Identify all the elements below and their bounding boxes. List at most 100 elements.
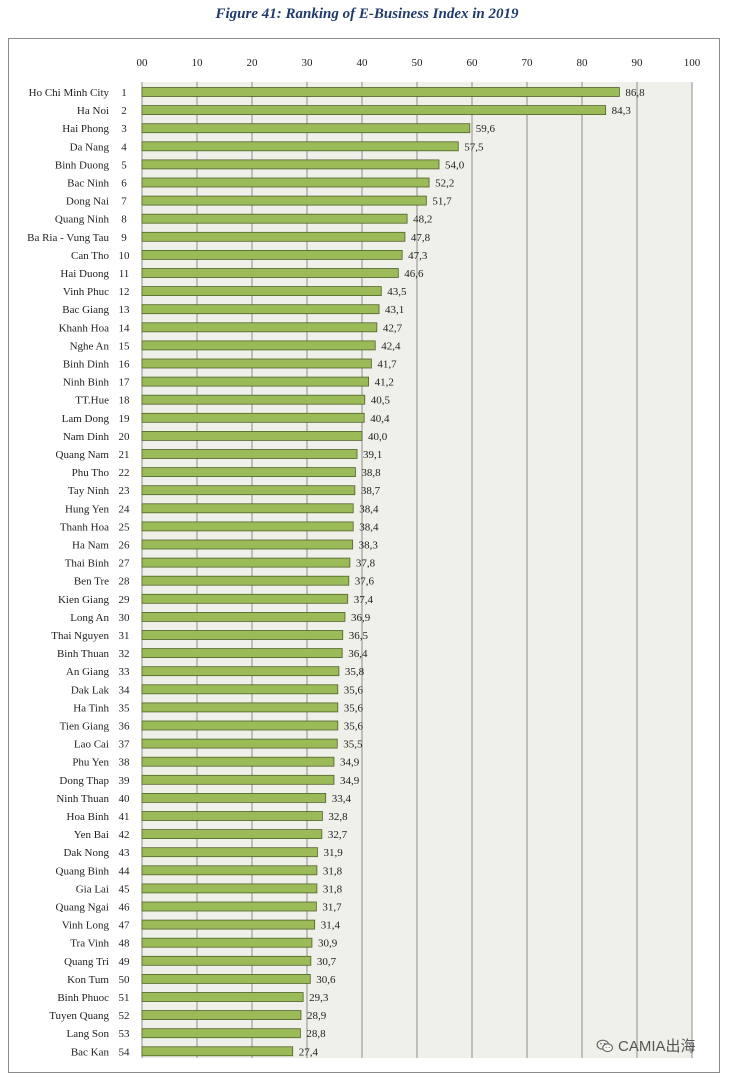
- bar: [141, 430, 363, 441]
- rank-label: 42: [119, 829, 130, 841]
- province-label: Lam Dong: [62, 413, 110, 425]
- data-label: 43,5: [387, 286, 407, 298]
- province-label: Kien Giang: [58, 594, 110, 606]
- province-label: Hung Yen: [65, 503, 110, 515]
- rank-label: 13: [119, 304, 131, 316]
- province-label: Ba Ria - Vung Tau: [27, 232, 109, 244]
- data-label: 36,5: [349, 630, 369, 642]
- rank-label: 5: [121, 159, 127, 171]
- province-label: Tien Giang: [60, 721, 110, 733]
- rank-label: 7: [121, 196, 127, 208]
- bar: [141, 87, 620, 97]
- data-label: 36,4: [348, 648, 368, 660]
- rank-label: 2: [121, 105, 127, 117]
- data-label: 31,9: [323, 847, 343, 859]
- data-label: 33,4: [332, 793, 352, 805]
- rank-label: 12: [119, 286, 130, 298]
- data-label: 30,6: [316, 974, 336, 986]
- rank-label: 43: [119, 847, 131, 859]
- bar: [141, 322, 378, 333]
- bar: [141, 521, 354, 532]
- data-label: 42,7: [383, 322, 403, 334]
- data-label: 32,7: [328, 829, 348, 841]
- bar: [141, 412, 365, 423]
- rank-label: 50: [119, 974, 131, 986]
- x-tick-label: 20: [247, 57, 259, 69]
- rank-label: 30: [119, 612, 131, 624]
- bar: [141, 485, 356, 496]
- province-label: Thai Binh: [65, 558, 110, 570]
- bar: [141, 865, 318, 876]
- bar: [141, 793, 327, 803]
- province-label: Quang Ninh: [55, 214, 110, 226]
- bar: [141, 684, 339, 695]
- province-label: Yen Bai: [74, 829, 109, 841]
- data-label: 48,2: [413, 214, 432, 226]
- rank-label: 17: [119, 377, 131, 389]
- data-label: 39,1: [363, 449, 382, 461]
- data-label: 40,4: [370, 413, 390, 425]
- wechat-icon: [596, 1039, 614, 1052]
- data-label: 31,7: [322, 902, 342, 914]
- bar: [141, 304, 380, 315]
- x-tick-label: 10: [192, 57, 204, 69]
- rank-label: 32: [119, 648, 130, 660]
- bar: [141, 937, 313, 948]
- province-label: Ha Nam: [72, 540, 109, 552]
- data-label: 84,3: [612, 105, 632, 117]
- bar: [141, 467, 356, 478]
- x-tick-label: 90: [632, 57, 644, 69]
- province-label: Tay Ninh: [68, 485, 110, 497]
- data-label: 52,2: [435, 178, 454, 190]
- rank-label: 8: [121, 214, 127, 226]
- data-label: 51,7: [432, 196, 452, 208]
- x-tick-label: 100: [684, 57, 701, 69]
- province-label: Binh Dinh: [63, 359, 110, 371]
- data-label: 31,8: [323, 865, 343, 877]
- watermark-text: CAMIA出海: [618, 1038, 696, 1055]
- province-label: Dong Nai: [66, 196, 109, 208]
- bar: [141, 575, 350, 586]
- province-label: Vinh Phuc: [63, 286, 109, 298]
- province-label: An Giang: [66, 666, 110, 678]
- data-label: 86,8: [625, 87, 645, 99]
- bar: [141, 195, 427, 206]
- data-label: 40,0: [368, 431, 388, 443]
- rank-label: 54: [119, 1046, 131, 1058]
- rank-label: 44: [119, 865, 131, 877]
- bar: [141, 829, 323, 839]
- bar: [141, 811, 323, 821]
- bar: [141, 1028, 301, 1039]
- bar: [141, 539, 354, 550]
- rank-label: 38: [119, 757, 131, 769]
- bar: [141, 756, 335, 767]
- bar: [141, 557, 351, 568]
- province-label: Khanh Hoa: [59, 322, 110, 334]
- data-label: 43,1: [385, 304, 404, 316]
- rank-label: 52: [119, 1010, 130, 1022]
- rank-label: 40: [119, 793, 131, 805]
- data-label: 35,8: [345, 666, 365, 678]
- x-tick-label: 70: [522, 57, 534, 69]
- province-label: Ninh Binh: [63, 377, 110, 389]
- data-label: 59,6: [476, 123, 496, 135]
- bar: [141, 720, 339, 731]
- province-label: Can Tho: [71, 250, 109, 262]
- data-label: 34,9: [340, 757, 360, 769]
- rank-label: 4: [121, 141, 127, 153]
- x-tick-label: 00: [137, 57, 149, 69]
- bar: [141, 919, 316, 930]
- data-label: 35,6: [344, 721, 364, 733]
- bar: [141, 593, 349, 604]
- rank-label: 35: [119, 702, 131, 714]
- rank-label: 18: [119, 395, 131, 407]
- province-label: Long An: [70, 612, 109, 624]
- bar: [141, 847, 318, 858]
- province-label: Hai Duong: [60, 268, 109, 280]
- province-label: Lao Cai: [74, 739, 109, 751]
- rank-label: 28: [119, 576, 131, 588]
- rank-label: 21: [119, 449, 130, 461]
- province-label: Vinh Long: [62, 920, 110, 932]
- province-label: Quang Tri: [64, 956, 109, 968]
- data-label: 37,4: [354, 594, 374, 606]
